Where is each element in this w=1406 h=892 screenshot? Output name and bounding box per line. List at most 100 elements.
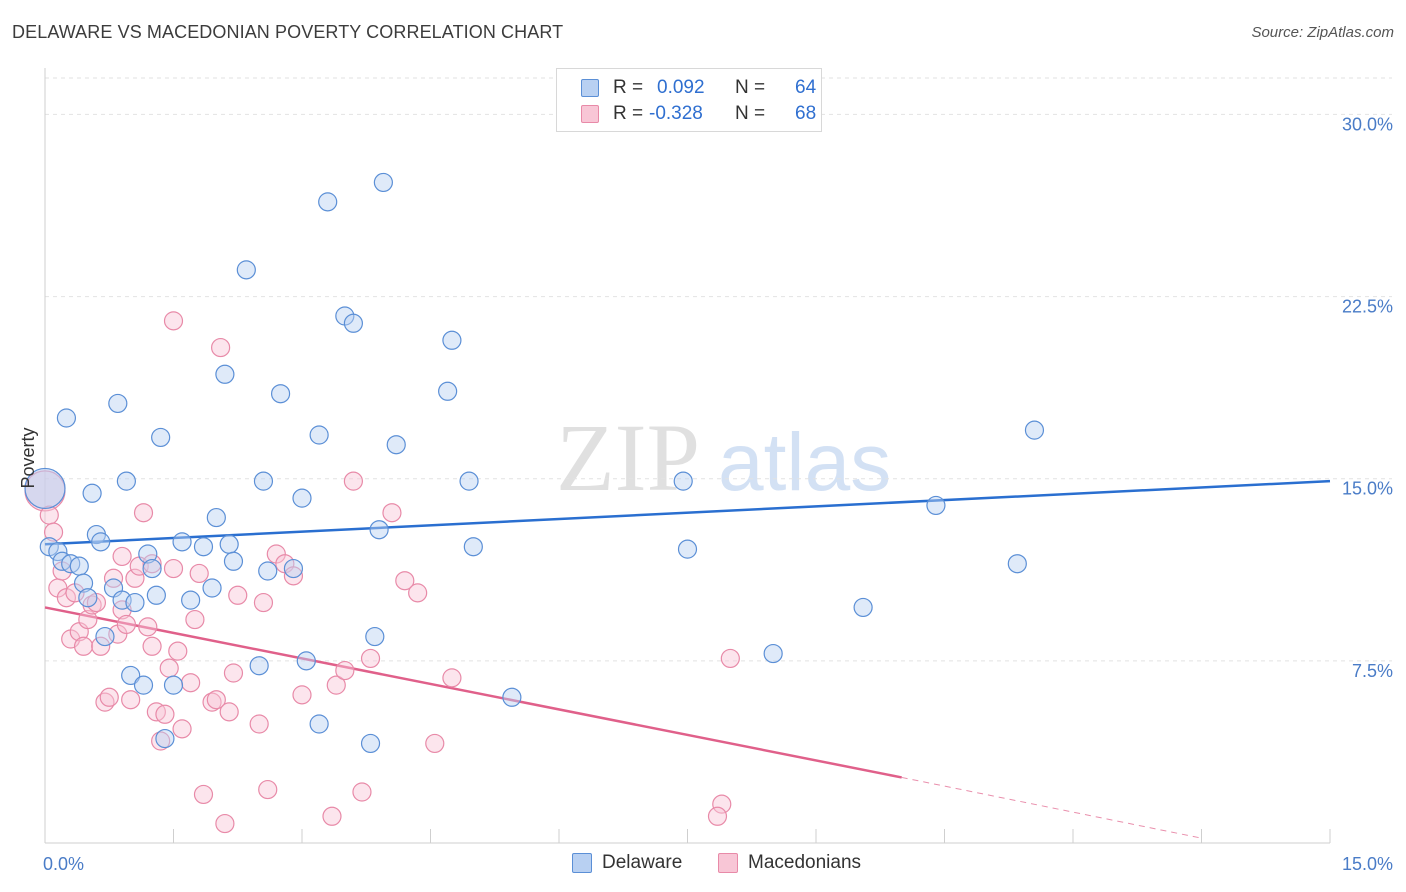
y-tick-label: 7.5% <box>1352 661 1393 681</box>
data-point <box>189 563 209 584</box>
data-point <box>142 558 162 579</box>
data-point <box>283 566 304 586</box>
data-point <box>386 435 406 455</box>
data-point <box>142 554 162 574</box>
legend-r-value: 0.092 <box>657 77 705 98</box>
legend-r-label: R = <box>613 103 644 124</box>
bottom-legend-label: Delaware <box>602 852 683 873</box>
data-point <box>292 488 312 508</box>
data-point <box>1007 554 1027 574</box>
data-point <box>73 573 94 593</box>
data-point <box>163 311 184 331</box>
data-point <box>91 636 111 656</box>
data-point <box>125 592 145 613</box>
data-point <box>168 641 188 661</box>
data-point <box>172 532 192 552</box>
data-point <box>206 690 226 710</box>
data-point <box>163 558 184 579</box>
data-point <box>138 544 158 564</box>
data-point <box>78 588 98 608</box>
data-point <box>442 330 462 350</box>
trend-lines <box>44 479 1331 839</box>
data-point <box>78 609 98 630</box>
data-point <box>673 471 693 491</box>
data-point <box>712 794 732 814</box>
data-point <box>193 784 214 805</box>
tick-labels: 7.5% 15.0% 22.5% 30.0% 0.0% 15.0% <box>43 114 1393 874</box>
legend-swatch-pink <box>581 105 599 123</box>
legend-n-value: 68 <box>795 103 817 124</box>
data-point <box>219 702 239 722</box>
data-point <box>69 556 89 576</box>
data-point <box>1024 420 1045 440</box>
data-point <box>253 471 274 491</box>
data-point <box>223 663 244 683</box>
bottom-legend-swatch-blue <box>572 853 592 873</box>
data-point <box>142 636 162 656</box>
y-axis-label: Poverty <box>18 427 38 488</box>
data-point <box>352 782 372 802</box>
data-point <box>442 668 462 688</box>
trend-line-macedonians <box>44 606 902 779</box>
data-point <box>926 495 946 516</box>
data-point <box>326 675 346 695</box>
chart-title: DELAWARE VS MACEDONIAN POVERTY CORRELATI… <box>12 22 564 42</box>
data-point <box>309 425 329 445</box>
watermark: ZIP atlas <box>556 404 891 511</box>
data-point <box>270 384 291 404</box>
data-point <box>215 813 235 834</box>
data-point <box>163 675 184 695</box>
data-point <box>108 393 128 414</box>
bottom-legend-label: Macedonians <box>748 852 862 873</box>
data-point <box>56 408 77 428</box>
data-point <box>425 733 445 754</box>
y-tick-label: 30.0% <box>1342 114 1393 134</box>
watermark-zip: ZIP <box>556 404 700 511</box>
legend-r-value: -0.328 <box>649 103 703 124</box>
legend-n-label: N = <box>735 77 766 98</box>
data-point <box>219 534 239 554</box>
data-point <box>155 704 175 724</box>
data-point <box>343 471 363 491</box>
trend-line-macedonians-extension <box>901 776 1202 839</box>
data-point <box>360 733 381 754</box>
data-point <box>463 537 483 557</box>
data-point <box>181 673 201 693</box>
data-point <box>382 503 402 523</box>
data-point <box>369 520 389 540</box>
y-tick-label: 15.0% <box>1342 479 1393 499</box>
data-point <box>360 648 381 669</box>
data-point <box>185 609 205 630</box>
data-point <box>223 551 244 571</box>
data-point <box>121 690 141 710</box>
data-point <box>91 532 111 552</box>
watermark-atlas: atlas <box>718 417 891 508</box>
data-point <box>116 471 136 491</box>
data-point <box>211 337 231 358</box>
correlation-legend: R = 0.092 N = 64 R = -0.328 N = 68 <box>556 68 822 132</box>
data-point <box>677 539 698 559</box>
data-point <box>318 192 338 212</box>
data-point <box>133 503 154 523</box>
data-point <box>438 381 458 401</box>
grid-lines <box>45 77 1392 662</box>
data-point <box>116 614 136 635</box>
legend-n-label: N = <box>735 103 766 124</box>
data-point <box>146 585 166 605</box>
trend-line-delaware <box>44 479 1331 546</box>
data-point <box>258 779 278 800</box>
data-point <box>112 546 132 567</box>
legend-r-label: R = <box>613 77 644 98</box>
y-tick-label: 22.5% <box>1342 297 1393 317</box>
data-point <box>159 658 179 678</box>
data-point <box>193 537 214 557</box>
data-point <box>249 714 269 734</box>
data-point <box>95 626 115 647</box>
data-point <box>365 626 385 647</box>
data-point <box>707 806 728 826</box>
data-point <box>82 483 102 503</box>
data-point <box>138 617 158 637</box>
legend-swatch-blue <box>581 79 599 97</box>
data-point <box>121 665 141 686</box>
x-tick-label: 0.0% <box>43 854 84 874</box>
